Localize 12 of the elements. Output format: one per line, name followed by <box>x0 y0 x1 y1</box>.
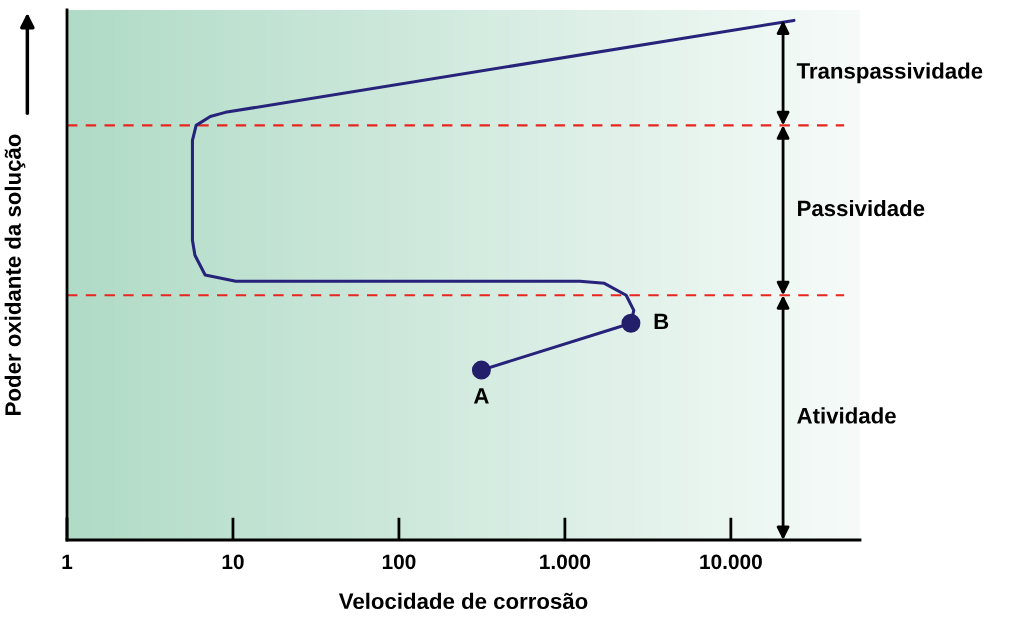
x-tick-label: 100 <box>382 554 416 570</box>
y-axis-title: Poder oxidante da solução <box>4 134 26 415</box>
x-tick-label: 10.000 <box>700 554 762 570</box>
annotation: A <box>473 388 489 404</box>
x-axis-title: Velocidade de corrosão <box>338 592 588 610</box>
annotation: Atividade <box>797 407 896 424</box>
annotation: Transpassividade <box>796 62 983 84</box>
x-tick-label: 10 <box>222 554 244 570</box>
x-tick-label: 1 <box>62 554 73 569</box>
annotation: Passividade <box>798 199 925 217</box>
x-tick-label: 1.000 <box>540 554 591 570</box>
annotation: B <box>654 313 669 330</box>
